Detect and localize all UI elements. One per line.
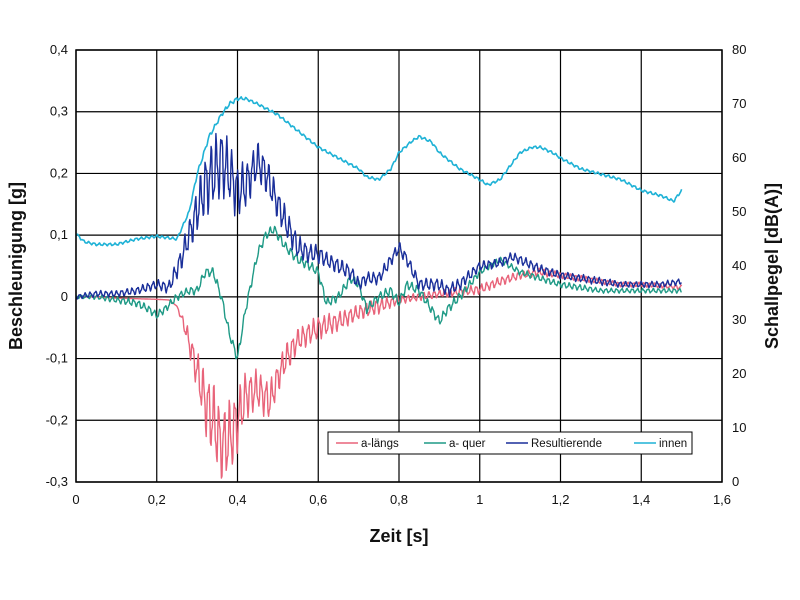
right-axis-ticks: 0 10 20 30 40 50 60 70 80 <box>732 42 746 489</box>
x-tick-label: 1,6 <box>713 492 731 507</box>
plot-frame <box>75 49 723 483</box>
y2-tick-label: 50 <box>732 204 746 219</box>
y-tick-label: -0,1 <box>46 351 68 366</box>
series-line-0 <box>75 267 683 479</box>
y-tick-label: 0 <box>61 289 68 304</box>
series-line-3 <box>75 96 683 247</box>
y-tick-label: 0,3 <box>50 104 68 119</box>
y-tick-label: 0,4 <box>50 42 68 57</box>
y2-tick-label: 0 <box>732 474 739 489</box>
legend-label: innen <box>659 438 687 450</box>
y2-tick-label: 40 <box>732 258 746 273</box>
y-tick-label: 0,1 <box>50 227 68 242</box>
left-axis-ticks: -0,3 -0,2 -0,1 0 0,1 0,2 0,3 0,4 <box>46 42 68 489</box>
legend-label: Resultierende <box>531 438 602 450</box>
y2-tick-label: 20 <box>732 366 746 381</box>
series-line-1 <box>75 225 682 360</box>
x-axis-ticks: 0 0,2 0,4 0,6 0,8 1 1,2 1,4 1,6 <box>72 492 731 507</box>
x-tick-label: 0,2 <box>148 492 166 507</box>
legend-items: a-längs a- quer Resultierende innen <box>336 438 687 450</box>
y2-tick-label: 80 <box>732 42 746 57</box>
series-layer <box>75 96 683 479</box>
x-axis-title: Zeit [s] <box>369 526 428 546</box>
x-tick-label: 1 <box>476 492 483 507</box>
y2-tick-label: 10 <box>732 420 746 435</box>
series-line-2 <box>75 132 682 300</box>
y2-tick-label: 60 <box>732 150 746 165</box>
y-tick-label: -0,2 <box>46 412 68 427</box>
x-tick-label: 1,4 <box>632 492 650 507</box>
y-axis-title: Beschleunigung [g] <box>6 182 26 350</box>
x-tick-label: 0 <box>72 492 79 507</box>
x-tick-label: 0,6 <box>309 492 327 507</box>
x-tick-label: 0,8 <box>390 492 408 507</box>
y2-tick-label: 30 <box>732 312 746 327</box>
x-tick-label: 0,4 <box>228 492 246 507</box>
legend-label: a-längs <box>361 438 399 450</box>
legend-label: a- quer <box>449 438 486 450</box>
y2-axis-title: Schallpegel [dB(A)] <box>762 183 782 349</box>
x-tick-label: 1,2 <box>551 492 569 507</box>
y2-tick-label: 70 <box>732 96 746 111</box>
y-tick-label: -0,3 <box>46 474 68 489</box>
legend: a-längs a- quer Resultierende innen <box>327 431 693 455</box>
y-tick-label: 0,2 <box>50 165 68 180</box>
